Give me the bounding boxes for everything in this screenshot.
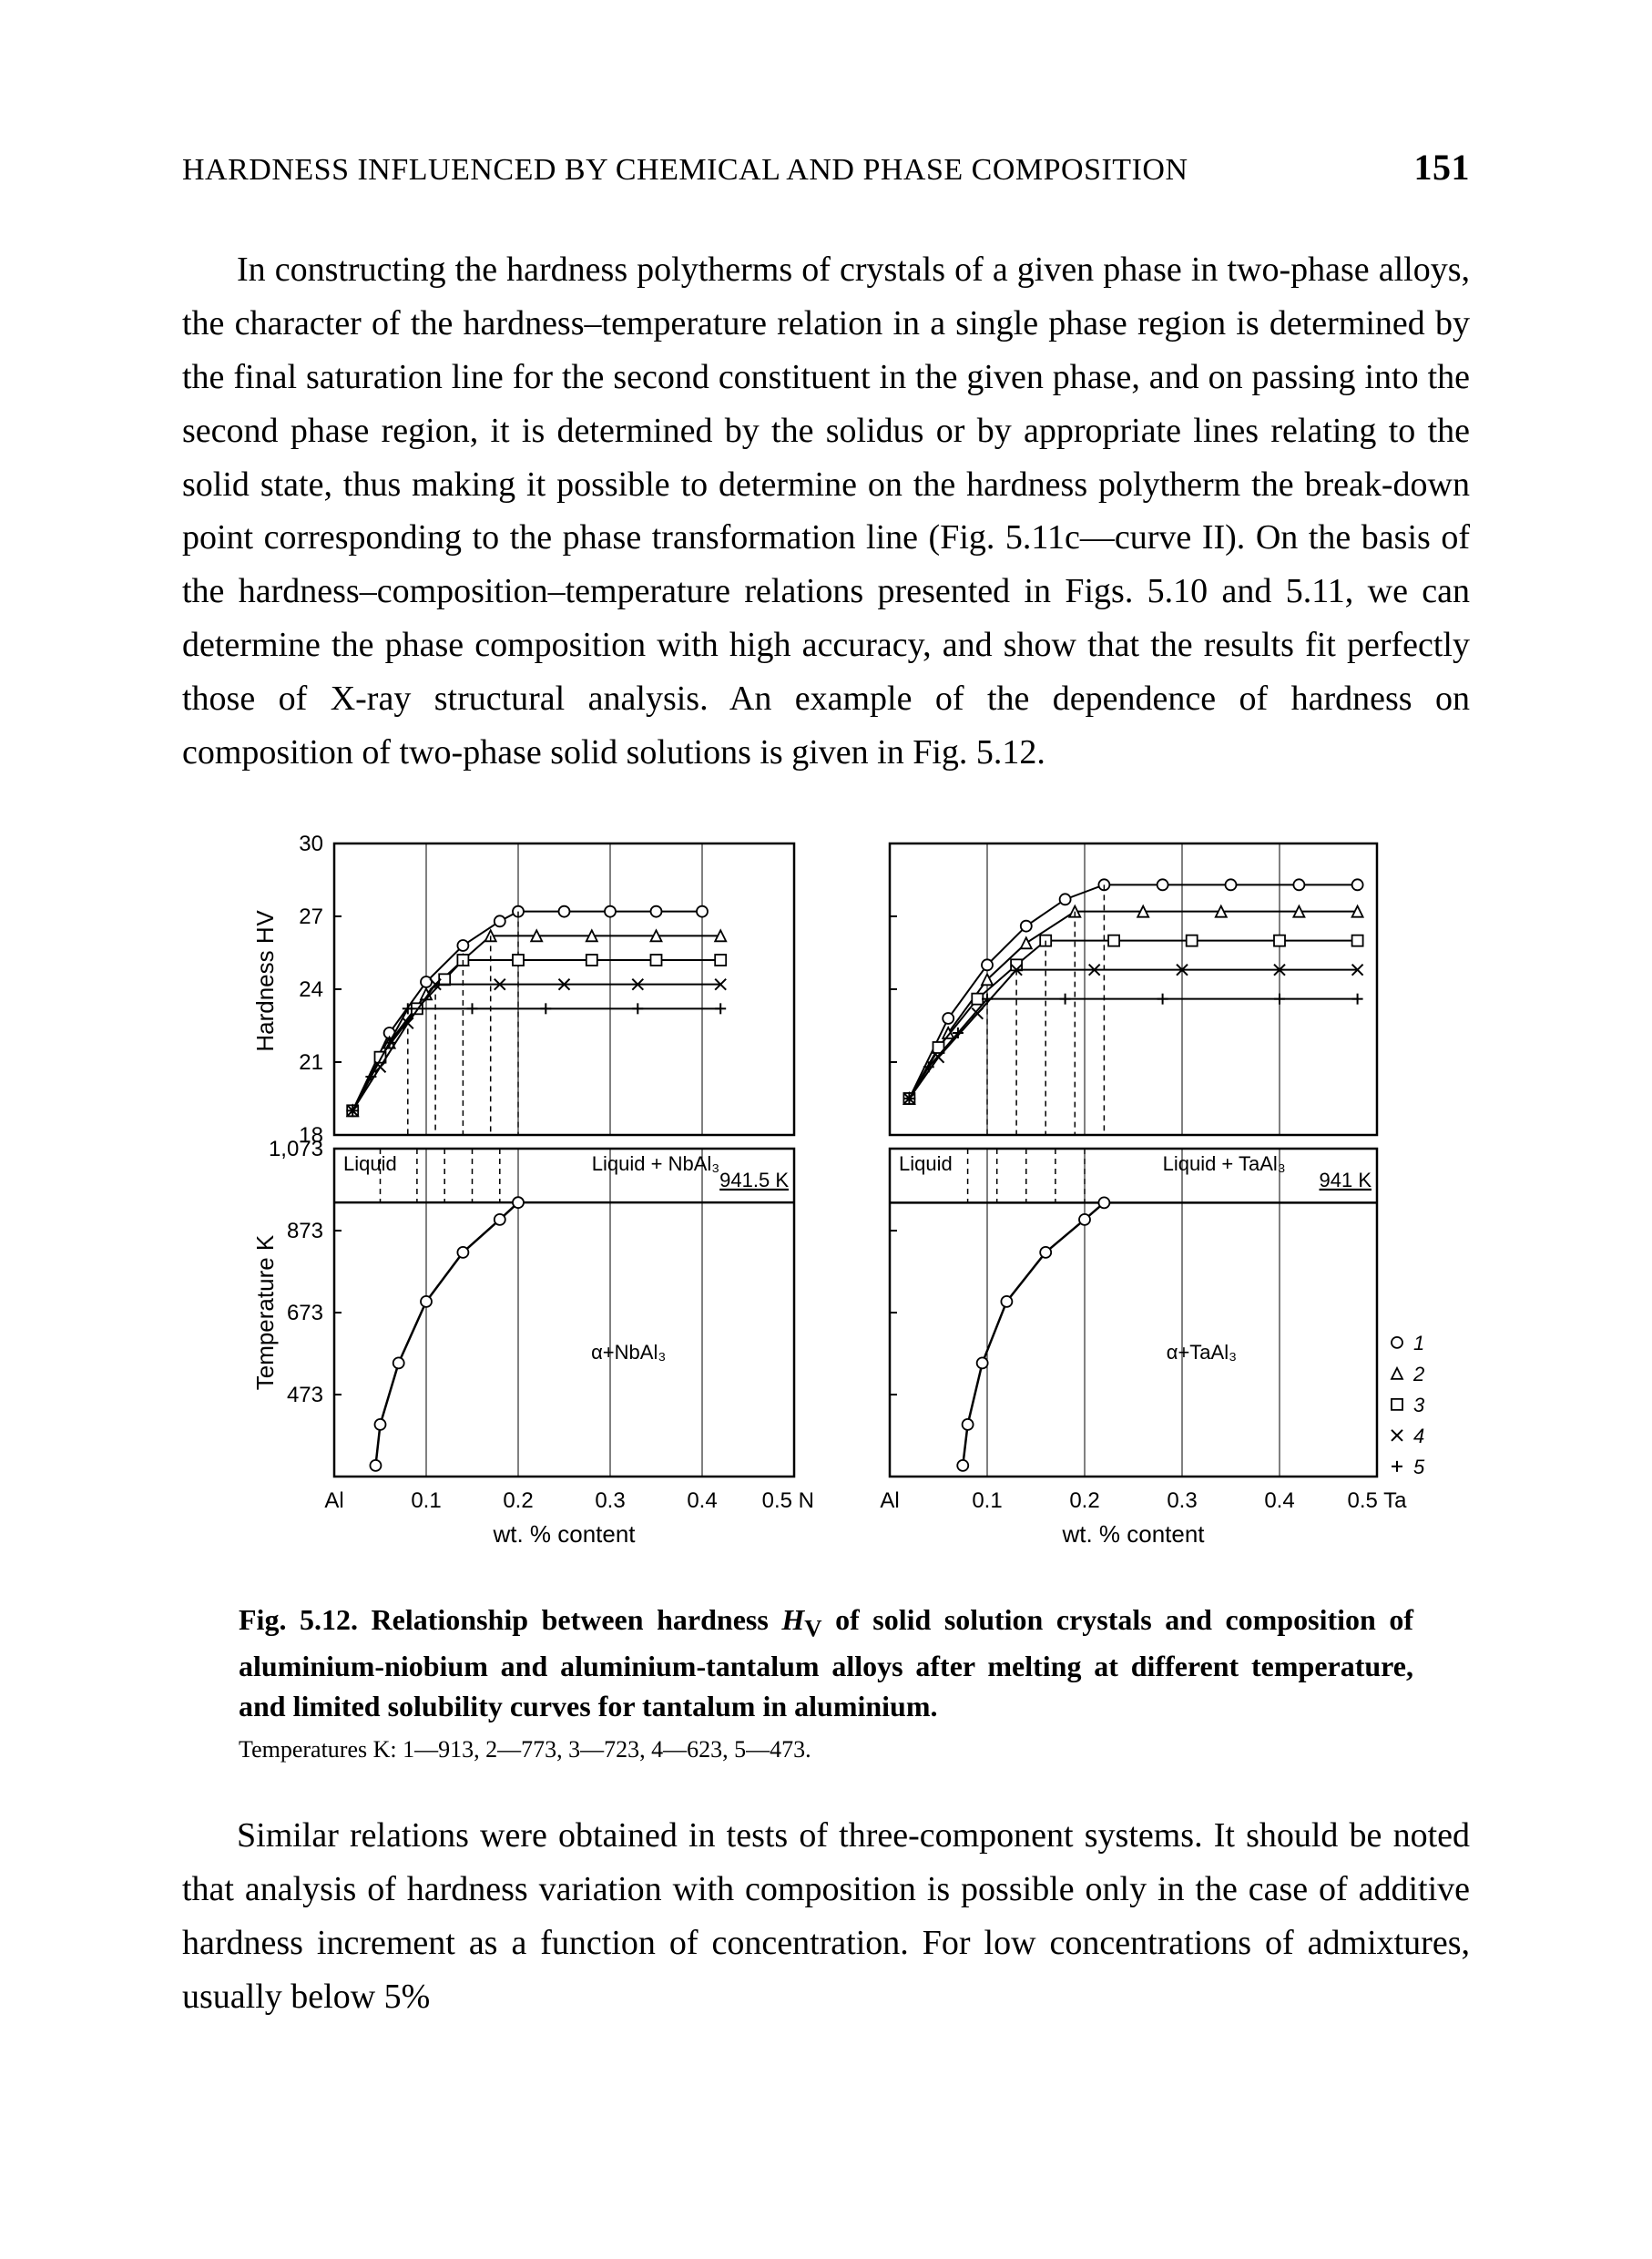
- figure-caption: Fig. 5.12. Relationship between hardness…: [239, 1600, 1413, 1727]
- svg-text:5: 5: [1413, 1456, 1425, 1478]
- svg-text:α+TaAl₃: α+TaAl₃: [1167, 1341, 1237, 1364]
- figure-5-12: 1821242730Hardness HV4736738731,073Tempe…: [211, 825, 1441, 1763]
- paragraph-text: In constructing the hardness polytherms …: [182, 243, 1470, 780]
- svg-text:0.2: 0.2: [503, 1488, 533, 1513]
- svg-text:Liquid + NbAl₃: Liquid + NbAl₃: [592, 1152, 719, 1175]
- svg-text:941 K: 941 K: [1320, 1169, 1372, 1191]
- page-number: 151: [1414, 146, 1471, 189]
- figure-subcaption: Temperatures K: 1—913, 2—773, 3—723, 4—6…: [239, 1736, 1413, 1763]
- svg-text:Temperature K: Temperature K: [251, 1234, 279, 1390]
- svg-text:1: 1: [1413, 1332, 1424, 1354]
- svg-text:Al: Al: [324, 1488, 343, 1513]
- svg-text:0.1: 0.1: [411, 1488, 441, 1513]
- svg-text:Liquid: Liquid: [899, 1152, 953, 1175]
- body-paragraph-1: In constructing the hardness polytherms …: [182, 243, 1470, 780]
- body-paragraph-2: Similar relations were obtained in tests…: [182, 1809, 1470, 2024]
- running-title: HARDNESS INFLUENCED BY CHEMICAL AND PHAS…: [182, 153, 1188, 188]
- svg-text:wt. % content: wt. % content: [1061, 1520, 1205, 1548]
- svg-text:Liquid: Liquid: [343, 1152, 397, 1175]
- svg-text:0.3: 0.3: [595, 1488, 625, 1513]
- svg-text:0.1: 0.1: [972, 1488, 1002, 1513]
- svg-text:873: 873: [287, 1219, 323, 1243]
- panel-al-ta: Liquid Liquid + TaAl₃ 941 K α+TaAl₃ Al 0.1 0.2…: [858, 825, 1404, 1572]
- chart-al-ta: Liquid Liquid + TaAl₃ 941 K α+TaAl₃ Al 0.1 0.2…: [858, 825, 1477, 1572]
- svg-text:941.5 K: 941.5 K: [719, 1169, 789, 1191]
- paragraph-text: Similar relations were obtained in tests…: [182, 1809, 1470, 2024]
- svg-text:673: 673: [287, 1301, 323, 1325]
- svg-text:0.2: 0.2: [1069, 1488, 1099, 1513]
- svg-text:0.4: 0.4: [1264, 1488, 1294, 1513]
- svg-text:α+NbAl₃: α+NbAl₃: [591, 1341, 666, 1364]
- svg-text:2: 2: [1412, 1363, 1424, 1385]
- svg-text:24: 24: [299, 977, 323, 1002]
- svg-text:wt. % content: wt. % content: [492, 1520, 636, 1548]
- svg-text:Al: Al: [880, 1488, 899, 1513]
- caption-prefix: Fig. 5.12. Relationship between hardness: [239, 1603, 781, 1636]
- svg-text:4: 4: [1413, 1425, 1424, 1447]
- svg-text:3: 3: [1413, 1394, 1425, 1416]
- svg-text:Liquid + TaAl₃: Liquid + TaAl₃: [1163, 1152, 1286, 1175]
- panel-al-nb: 1821242730Hardness HV4736738731,073Tempe…: [248, 825, 794, 1572]
- svg-text:27: 27: [299, 905, 323, 929]
- running-head: HARDNESS INFLUENCED BY CHEMICAL AND PHAS…: [182, 146, 1470, 189]
- svg-text:1,073: 1,073: [269, 1137, 323, 1161]
- svg-text:Hardness H: Hardness H: [251, 926, 279, 1051]
- svg-text:0.4: 0.4: [687, 1488, 717, 1513]
- svg-text:21: 21: [299, 1050, 323, 1075]
- svg-text:0.5 Nb: 0.5 Nb: [762, 1488, 812, 1513]
- svg-text:V: V: [251, 910, 279, 926]
- svg-text:30: 30: [299, 832, 323, 856]
- svg-text:0.5 Ta: 0.5 Ta: [1348, 1488, 1408, 1513]
- chart-al-nb: 1821242730Hardness HV4736738731,073Tempe…: [248, 825, 812, 1572]
- svg-text:0.3: 0.3: [1167, 1488, 1197, 1513]
- svg-text:473: 473: [287, 1383, 323, 1407]
